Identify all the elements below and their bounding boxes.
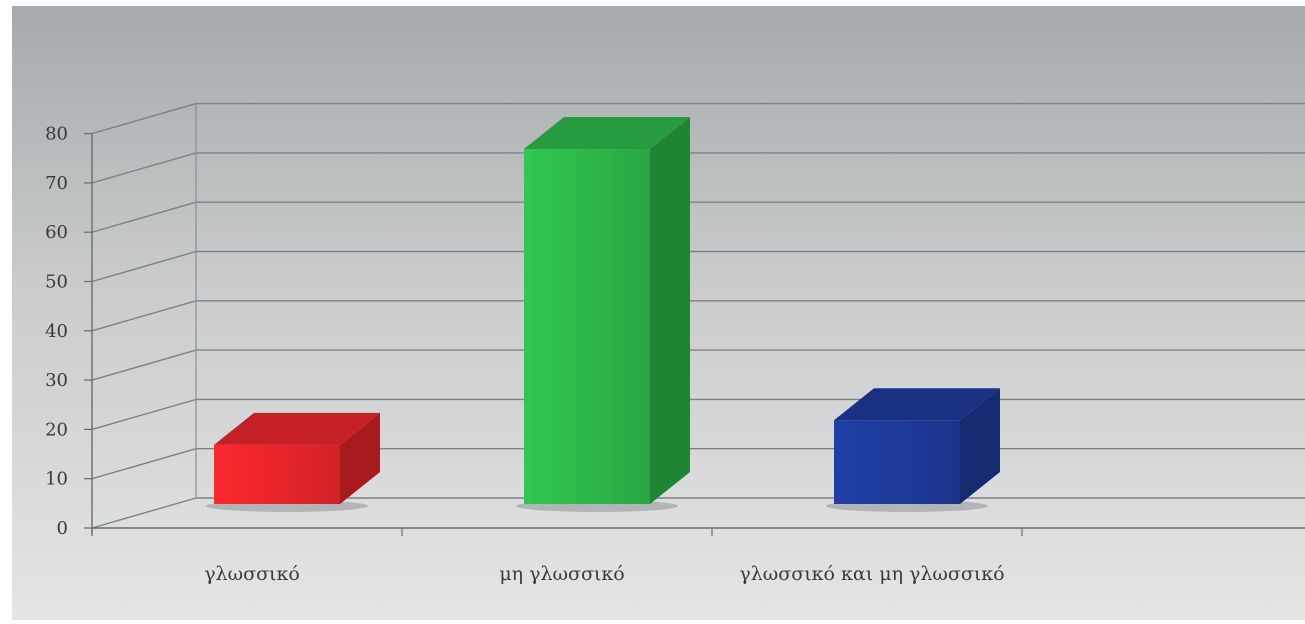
y-tick-label: 70 (45, 173, 68, 194)
bar (214, 444, 340, 504)
y-tick-label: 50 (45, 272, 68, 293)
y-tick-label: 20 (45, 419, 68, 440)
y-tick-label: 40 (45, 321, 68, 342)
bar-layer (206, 117, 1000, 512)
y-tick-label: 80 (45, 124, 68, 145)
x-tick-label: μη γλωσσικό (499, 563, 624, 585)
x-tick-label: γλωσσικό και μη γλωσσικό (739, 563, 1004, 585)
gridline-diagonal (91, 448, 197, 480)
bar-side-face (960, 388, 1000, 504)
bar-top-face (524, 117, 690, 150)
bar-side-face (650, 117, 690, 504)
y-tick-label: 10 (45, 469, 68, 490)
y-tick-label: 30 (45, 370, 68, 391)
gridline-diagonal (91, 201, 197, 233)
gridline-diagonal (91, 398, 197, 431)
bar-top-face (834, 388, 1000, 421)
grid-layer (91, 102, 1305, 529)
gridline-diagonal (91, 497, 197, 529)
gridline-diagonal (91, 349, 197, 381)
x-tick-label: γλωσσικό (204, 563, 300, 585)
y-tick-label: 60 (45, 222, 68, 243)
axis-layer: 0 10 20 30 40 50 60 70 80 (45, 124, 1305, 539)
gridline-diagonal (91, 250, 197, 283)
label-layer: γλωσσικό μη γλωσσικό γλωσσικό και μη γλωσσ… (204, 563, 1004, 585)
bar (834, 420, 960, 504)
bar-side-face (340, 412, 380, 504)
gridline-diagonal (91, 102, 197, 135)
y-tick-label: 0 (57, 518, 68, 539)
gridline-diagonal (91, 300, 197, 332)
bar-top-face (214, 412, 380, 445)
bar (524, 149, 650, 505)
gridline-diagonal (91, 152, 197, 184)
